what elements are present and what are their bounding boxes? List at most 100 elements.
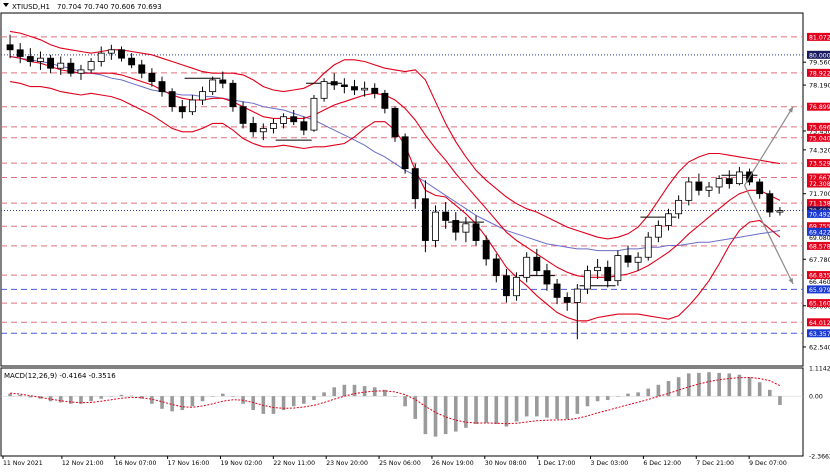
macd-bar [686, 373, 691, 397]
candle-body [67, 62, 75, 74]
macd-bar [160, 396, 164, 409]
macd-bar [737, 374, 742, 397]
macd-tick-label: -2.3662 [809, 454, 830, 461]
macd-bar [636, 392, 640, 397]
macd-bar [342, 384, 347, 397]
macd-bar [28, 396, 33, 398]
price-tag-box [807, 222, 830, 231]
time-tick-label: 17 Nov 16:00 [168, 460, 210, 467]
candle-body [340, 84, 348, 88]
macd-bar [545, 396, 549, 418]
price-tag-label: 65.979 [809, 287, 830, 294]
macd-bar [535, 396, 539, 417]
candle-body [452, 220, 460, 233]
candle-body [502, 275, 510, 297]
macd-bar [79, 396, 83, 404]
price-tag-box [807, 329, 830, 338]
macd-bar [443, 396, 448, 435]
candle-body [107, 49, 115, 54]
macd-bar [423, 396, 428, 435]
candle-body [371, 87, 379, 94]
candle-body [472, 223, 480, 241]
price-tick-label: 78.190 [809, 82, 830, 90]
price-tag-label: 70.492 [809, 211, 830, 218]
price-tag-label: 73.529 [809, 161, 830, 168]
candle-body [675, 199, 683, 215]
macd-bar [362, 386, 367, 397]
candle-body [87, 61, 95, 71]
macd-frame [0, 367, 804, 457]
price-tag-label: 76.899 [809, 104, 830, 111]
macd-bar [190, 396, 195, 407]
price-tag-box [807, 318, 830, 327]
price-tag-label: 64.012 [809, 320, 830, 327]
candle-body [320, 81, 328, 99]
price-tick-label: 67.780 [809, 256, 830, 264]
price-tag-label: 78.922 [809, 70, 830, 77]
macd-bar [332, 387, 337, 397]
macd-bar [585, 396, 590, 407]
candle-body [715, 178, 723, 188]
time-tick-label: 11 Nov 2021 [3, 460, 43, 467]
candle-body [300, 121, 308, 131]
candle-body [97, 52, 105, 62]
macd-bar [656, 384, 661, 397]
macd-bar [474, 396, 478, 424]
price-tag-label: 68.578 [809, 243, 830, 250]
candle-body [482, 240, 490, 260]
candle-body [624, 255, 632, 263]
candle-body [118, 49, 125, 59]
candle-body [553, 283, 561, 298]
candle-body [158, 81, 166, 93]
price-tag-label: 75.040 [809, 135, 830, 142]
price-tick-label: 79.560 [809, 59, 830, 67]
candle-body [513, 276, 520, 297]
candle-body [391, 107, 399, 138]
price-tag-label: 71.138 [809, 201, 830, 208]
candle-body [543, 270, 551, 285]
price-tag-label: 63.357 [809, 331, 830, 338]
candle-body [766, 193, 774, 213]
macd-label: MACD(12,26,9) -0.4164 -0.3516 [4, 372, 116, 380]
macd-bar [616, 396, 620, 397]
candle-body [685, 181, 693, 201]
arrow-head [788, 106, 794, 113]
macd-bar [393, 396, 397, 397]
candle-body [421, 198, 429, 241]
time-tick-label: 12 Nov 21:00 [62, 460, 104, 467]
candle-body [138, 64, 146, 74]
macd-bar [210, 396, 215, 397]
macd-bar [180, 396, 185, 411]
candle-body [563, 297, 571, 303]
candle-body [411, 168, 419, 200]
candle-body [705, 186, 713, 191]
projection-arrow [743, 185, 794, 285]
candle-body [573, 288, 581, 303]
dropdown-triangle-icon[interactable] [3, 3, 9, 7]
macd-bar [271, 396, 276, 414]
price-tag-box [807, 179, 830, 188]
main-price-plot [0, 12, 804, 367]
time-tick-label: 25 Nov 06:00 [379, 460, 421, 467]
bollinger-upper-line [10, 30, 780, 240]
candle-body [523, 256, 531, 278]
candle-body [644, 236, 652, 258]
price-axis: 79.56078.19075.45074.32071.70067.78065.0… [803, 32, 830, 351]
price-tag-box [807, 299, 830, 308]
candle-body [584, 270, 591, 290]
macd-bar [453, 396, 458, 432]
macd-bar [747, 377, 752, 397]
candle-body [290, 116, 298, 123]
price-tag-box [807, 227, 830, 236]
candle-body [442, 211, 450, 221]
macd-bar [555, 396, 559, 419]
macd-bar [89, 396, 93, 402]
candle-body [310, 97, 318, 131]
candle-body [665, 213, 672, 226]
candle-body [229, 82, 237, 108]
macd-bar [757, 382, 762, 397]
price-tick-label: 74.320 [809, 146, 830, 154]
candle-body [634, 256, 642, 263]
price-tick-label: 71.700 [809, 190, 830, 198]
